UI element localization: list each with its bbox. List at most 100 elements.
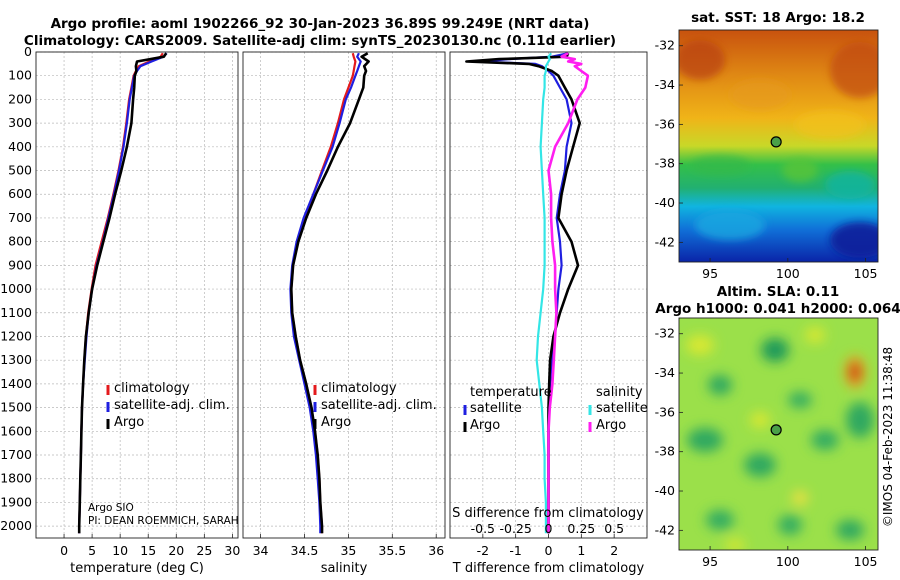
y-tick-label: 700 [8, 210, 32, 225]
panel-frame [242, 51, 446, 539]
legend-label: satellite [596, 401, 648, 416]
sst-map-argo-marker [770, 136, 782, 148]
series-line-satellite-adj-clim- [289, 52, 362, 534]
y-tick-label: 200 [8, 91, 32, 106]
y-tick-label: 1000 [0, 281, 32, 296]
map-y-tick-label: -38 [655, 156, 675, 171]
legend-label: satellite [470, 401, 522, 416]
map-frame [678, 29, 879, 263]
sla-map-axes: 95 100 105 -32 -34 -36 -38 -40 -42 [655, 317, 879, 569]
y-tick-label: 1300 [0, 352, 32, 367]
sla-map-title-line2: Argo h1000: 0.041 h2000: 0.064 [655, 301, 900, 317]
map-x-tick-label: 100 [776, 266, 800, 281]
copyright-label: ©IMOS 04-Feb-2023 11:38:48 [881, 347, 895, 527]
x-axis-top-label: S difference from climatology [452, 506, 644, 521]
argo-pi-label: PI: DEAN ROEMMICH, SARAH [88, 515, 239, 527]
x-tick-label: 35.5 [378, 543, 406, 558]
legend-label: satellite-adj. clim. [114, 398, 230, 413]
y-tick-label: 1800 [0, 471, 32, 486]
y-tick-label: 100 [8, 68, 32, 83]
map-y-tick-label: -36 [655, 116, 675, 131]
x-tick-label: 35 [340, 543, 356, 558]
map-y-tick-label: -36 [655, 404, 675, 419]
x-tick-label: 34 [253, 543, 269, 558]
x-tick-label: 5 [88, 543, 96, 558]
series-line-climatology [290, 52, 357, 534]
figure-title-line1: Argo profile: aoml 1902266_92 30-Jan-202… [51, 16, 590, 32]
series-line-salinity-argo [547, 52, 590, 534]
sla-map-image [679, 318, 878, 550]
map-y-tick-label: -42 [655, 234, 675, 249]
y-tick-label: 1900 [0, 494, 32, 509]
series-line-argo [77, 52, 168, 534]
y-tick-label: 1600 [0, 423, 32, 438]
figure-title-line2: Climatology: CARS2009. Satellite-adj cli… [24, 33, 616, 49]
map-x-tick-label: 105 [854, 266, 878, 281]
legend-label: Argo [596, 418, 626, 433]
x-axis-label: salinity [321, 561, 368, 576]
x-tick-label: 36 [428, 543, 444, 558]
sla-map-title-line1: Altim. SLA: 0.11 [717, 284, 839, 300]
legend-label: satellite-adj. clim. [321, 398, 437, 413]
map-x-tick-label: 95 [702, 266, 718, 281]
y-tick-label: 800 [8, 234, 32, 249]
legend-label: Argo [321, 415, 351, 430]
x-tick-top-label: 0.25 [567, 521, 595, 536]
map-y-tick-label: -42 [655, 522, 675, 537]
legend-label: climatology [321, 381, 397, 396]
x-tick-label: 15 [140, 543, 156, 558]
x-tick-top-label: 0.5 [604, 521, 624, 536]
y-tick-label: 300 [8, 115, 32, 130]
y-tick-label: 1700 [0, 447, 32, 462]
map-x-tick-label: 105 [854, 554, 878, 569]
map-y-tick-label: -40 [655, 483, 675, 498]
y-tick-label: 900 [8, 257, 32, 272]
sla-map-argo-marker [770, 424, 782, 436]
series-line-temperature-satellite [478, 52, 573, 534]
map-x-tick-label: 100 [776, 554, 800, 569]
y-tick-label: 1400 [0, 376, 32, 391]
y-tick-label: 1500 [0, 400, 32, 415]
y-tick-label: 2000 [0, 518, 32, 533]
map-y-tick-label: -38 [655, 444, 675, 459]
legend-title-salinity: salinity [596, 385, 643, 400]
legend-label: climatology [114, 381, 190, 396]
x-tick-top-label: 0 [545, 521, 553, 536]
x-tick-top-label: -0.25 [499, 521, 531, 536]
map-y-tick-label: -40 [655, 195, 675, 210]
x-axis-label: temperature (deg C) [70, 561, 204, 576]
series-line-temperature-argo [465, 52, 582, 534]
sst-map-image [679, 30, 878, 262]
panel-frame [35, 51, 239, 539]
sst-map-title: sat. SST: 18 Argo: 18.2 [691, 10, 865, 26]
x-tick-top-label: -0.5 [471, 521, 495, 536]
x-tick-label: -1 [509, 543, 521, 558]
difference-panel: -2 -1 0 1 2 T difference from climatology S di… [449, 51, 648, 576]
x-tick-label: 1 [577, 543, 585, 558]
x-tick-label: -2 [477, 543, 489, 558]
map-frame [678, 317, 879, 551]
map-x-tick-label: 95 [702, 554, 718, 569]
series-line-argo [289, 52, 370, 534]
legend-label: Argo [470, 418, 500, 433]
salinity-panel: 34 34.5 35 35.5 36 salinity climatology satelli… [242, 51, 446, 576]
x-tick-label: 2 [610, 543, 618, 558]
x-tick-label: 30 [224, 543, 240, 558]
x-tick-label: 20 [168, 543, 184, 558]
legend-label: Argo [114, 415, 144, 430]
legend-title-temperature: temperature [470, 385, 552, 400]
y-tick-label: 600 [8, 186, 32, 201]
x-tick-label: 25 [196, 543, 212, 558]
map-y-tick-label: -34 [655, 365, 675, 380]
x-tick-label: 10 [112, 543, 128, 558]
y-tick-label: 500 [8, 163, 32, 178]
series-line-salinity-satellite [535, 52, 552, 534]
y-tick-label: 0 [24, 44, 32, 59]
x-tick-label: 0 [545, 543, 553, 558]
y-tick-label: 1100 [0, 305, 32, 320]
x-tick-label: 0 [60, 543, 68, 558]
map-y-tick-label: -32 [655, 326, 675, 341]
map-y-tick-label: -34 [655, 77, 675, 92]
